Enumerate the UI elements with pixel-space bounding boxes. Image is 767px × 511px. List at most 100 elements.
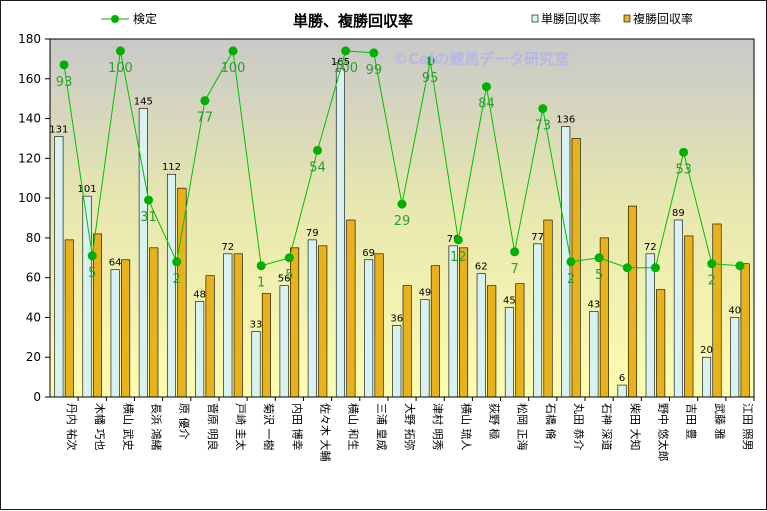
kentei-point — [707, 259, 717, 269]
x-category-label: 野中 悠太郎 — [656, 403, 670, 462]
y-tick-label: 140 — [18, 112, 41, 126]
bar-fukusho — [149, 247, 159, 398]
bar-value-label: 48 — [193, 290, 206, 301]
bar-fukusho — [487, 285, 497, 398]
x-category-label: 江田 照男 — [741, 403, 754, 451]
kentei-point — [172, 257, 182, 267]
kentei-point-label: 53 — [675, 162, 692, 177]
x-category-label: 武藤 雅 — [713, 403, 727, 440]
bar-fukusho — [599, 237, 609, 398]
y-tick-label: 60 — [26, 271, 41, 285]
bar-fukusho — [571, 138, 581, 398]
bar-fukusho — [515, 283, 525, 398]
kentei-point — [228, 46, 238, 56]
y-tick-label: 100 — [18, 191, 41, 205]
bar-value-label: 72 — [644, 242, 657, 253]
bar-tansho — [364, 259, 374, 398]
bar-tansho — [54, 136, 64, 398]
bar-fukusho — [402, 285, 412, 398]
bar-tansho — [82, 195, 92, 398]
plot-border — [49, 38, 755, 398]
legend-line-marker — [111, 15, 119, 23]
bar-tansho — [138, 108, 148, 398]
kentei-point — [622, 263, 632, 273]
bar-fukusho — [712, 223, 722, 398]
bar-fukusho — [233, 253, 243, 398]
bar-value-label: 64 — [109, 258, 122, 269]
legend-swatch-tansho — [531, 14, 539, 23]
x-category-label: 長浜 鴻緒 — [150, 403, 164, 451]
x-category-label: 柴田 大知 — [628, 403, 642, 451]
kentei-point-label: 5 — [285, 268, 293, 283]
bar-value-label: 20 — [700, 345, 713, 356]
y-tick-label: 40 — [26, 310, 41, 324]
bar-value-label: 79 — [306, 228, 319, 239]
kentei-point — [425, 56, 435, 66]
bar-tansho — [279, 285, 289, 398]
x-category-label: 荻野 極 — [487, 403, 501, 439]
bar-value-label: 101 — [77, 184, 96, 195]
bar-tansho — [533, 243, 543, 398]
bar-tansho — [195, 301, 205, 398]
bar-value-label: 72 — [221, 242, 234, 253]
y-tick-label: 120 — [18, 151, 41, 165]
bar-value-label: 6 — [619, 373, 625, 384]
kentei-point — [341, 46, 351, 56]
bar-tansho — [504, 307, 514, 398]
bar-fukusho — [459, 247, 469, 398]
x-category-label: 丸田 恭介 — [572, 403, 585, 451]
kentei-point — [594, 253, 604, 263]
kentei-point-label: 100 — [108, 61, 133, 76]
bar-tansho — [730, 317, 740, 398]
kentei-point — [256, 261, 266, 271]
bar-value-label: 40 — [728, 305, 741, 316]
kentei-point-label: 5 — [595, 268, 603, 283]
kentei-point-label: 77 — [197, 111, 214, 126]
x-category-label: 菅原 明良 — [206, 403, 220, 451]
x-category-label: 菊沢 一樹 — [262, 403, 276, 451]
x-category-label: 横山 武史 — [121, 403, 135, 451]
kentei-point — [144, 195, 154, 205]
kentei-point-label: 54 — [309, 160, 326, 175]
bar-fukusho — [261, 293, 271, 398]
bar-fukusho — [64, 239, 74, 398]
bar-value-label: 33 — [250, 319, 263, 330]
bar-tansho — [251, 331, 261, 398]
kentei-point-label: 100 — [333, 61, 358, 76]
x-category-label: 横山 和生 — [347, 403, 361, 451]
bar-tansho — [307, 239, 317, 398]
kentei-point — [115, 46, 125, 56]
bar-fukusho — [346, 219, 356, 398]
bar-fukusho — [205, 275, 215, 398]
x-category-label: 石橋 脩 — [544, 403, 558, 440]
bar-fukusho — [430, 265, 440, 398]
kentei-point — [397, 199, 407, 209]
bar-value-label: 89 — [672, 208, 685, 219]
bar-tansho — [110, 269, 120, 398]
y-tick-label: 0 — [33, 390, 41, 404]
kentei-point-label: 29 — [394, 214, 411, 229]
kentei-point-label: 100 — [221, 61, 246, 76]
kentei-point — [650, 263, 660, 273]
watermark: ©Caiの競馬データ研究室 — [393, 50, 569, 68]
bar-tansho — [702, 356, 712, 398]
x-category-label: 原 優介 — [178, 403, 191, 440]
bar-value-label: 76 — [447, 234, 460, 245]
legend-label-fukusho: 複勝回収率 — [633, 11, 693, 26]
x-category-label: 大野 拓弥 — [403, 403, 417, 451]
kentei-point — [735, 261, 745, 271]
kentei-point-label: 73 — [535, 119, 552, 134]
bar-value-label: 45 — [503, 296, 516, 307]
bar-tansho — [476, 273, 486, 398]
kentei-point — [566, 257, 576, 267]
bar-tansho — [589, 311, 599, 398]
x-category-label: 吉田 豊 — [685, 403, 698, 440]
x-category-label: 内田 博幸 — [290, 403, 304, 451]
kentei-point — [453, 235, 463, 245]
kentei-point-label: 12 — [450, 250, 467, 265]
bar-tansho — [223, 253, 233, 398]
x-category-label: 石神 深道 — [600, 403, 614, 451]
kentei-point-label: 2 — [173, 272, 181, 287]
bar-fukusho — [656, 289, 666, 398]
kentei-point-label: 93 — [56, 75, 73, 90]
